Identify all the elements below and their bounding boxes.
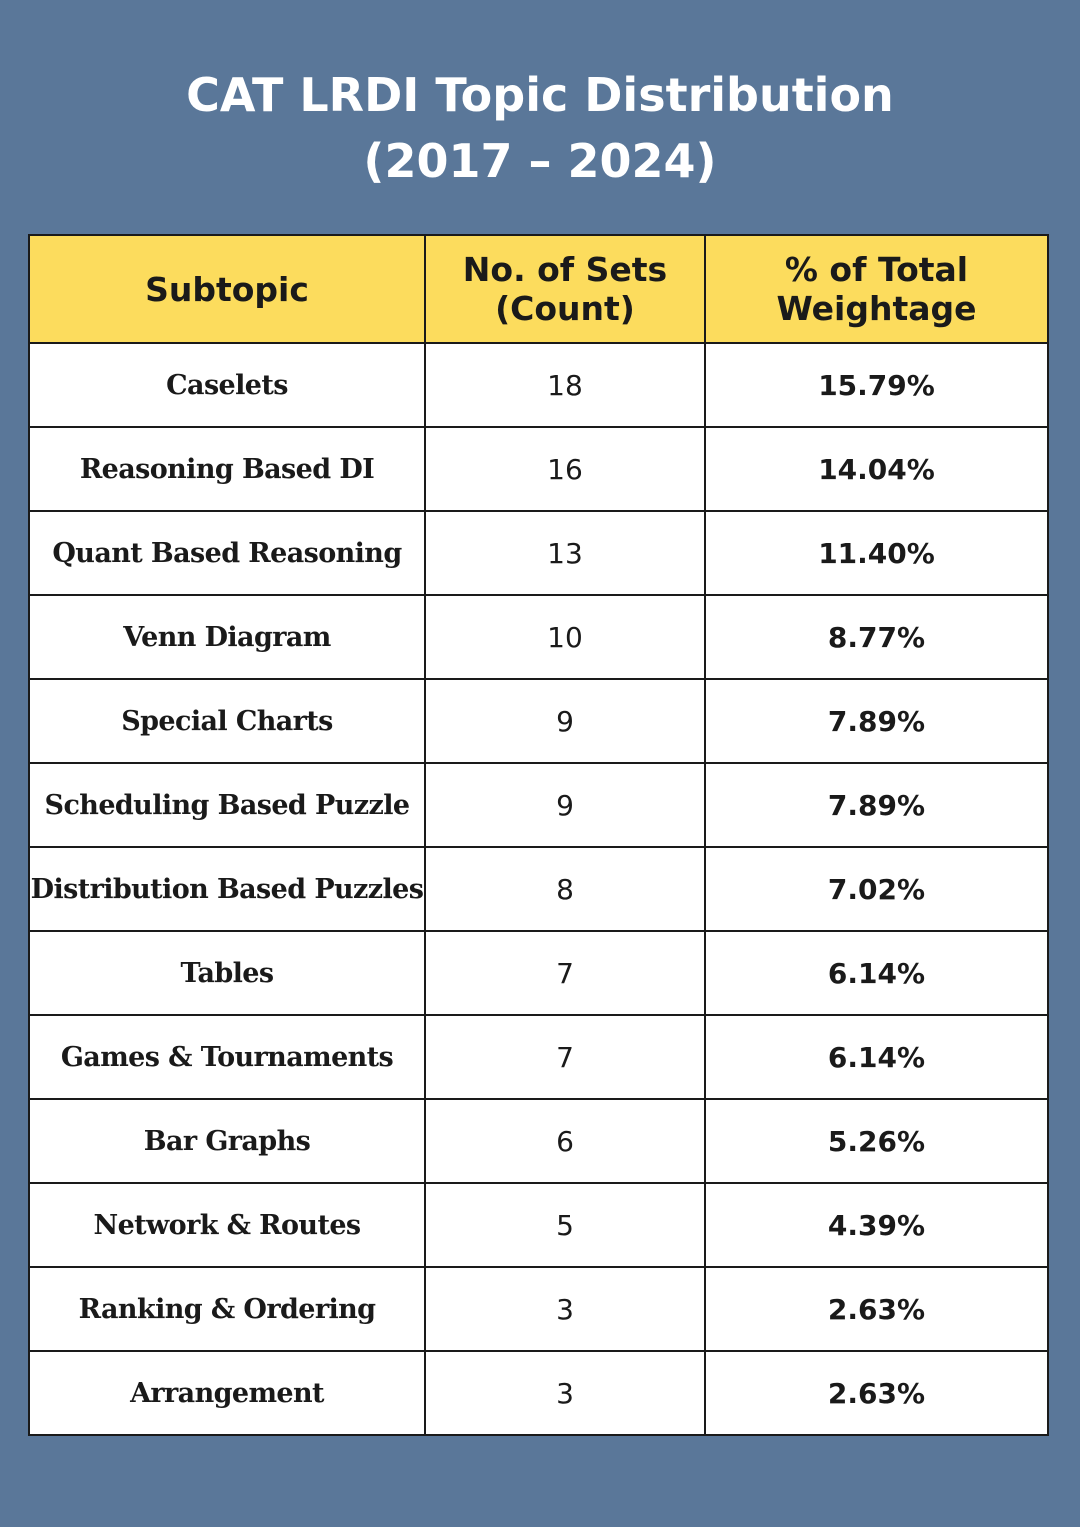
header-count-line1: No. of Sets bbox=[462, 250, 668, 289]
count-cell: 7 bbox=[424, 930, 706, 1016]
subtopic-cell: Tables bbox=[28, 930, 426, 1016]
header-weightage-line2: Weightage bbox=[776, 289, 977, 328]
subtopic-cell: Venn Diagram bbox=[28, 594, 426, 680]
subtopic-cell: Special Charts bbox=[28, 678, 426, 764]
header-count: No. of Sets (Count) bbox=[424, 234, 706, 344]
weightage-cell: 7.02% bbox=[704, 846, 1049, 932]
table-row: Tables 7 6.14% bbox=[28, 930, 1049, 1016]
weightage-cell: 2.63% bbox=[704, 1350, 1049, 1436]
count-cell: 9 bbox=[424, 762, 706, 848]
table-row: Venn Diagram 10 8.77% bbox=[28, 594, 1049, 680]
weightage-cell: 8.77% bbox=[704, 594, 1049, 680]
count-cell: 8 bbox=[424, 846, 706, 932]
subtopic-cell: Quant Based Reasoning bbox=[28, 510, 426, 596]
subtopic-cell: Distribution Based Puzzles bbox=[28, 846, 426, 932]
weightage-cell: 4.39% bbox=[704, 1182, 1049, 1268]
table-body: Caselets 18 15.79% Reasoning Based DI 16 14.0… bbox=[28, 342, 1049, 1436]
table-header-row: Subtopic No. of Sets (Count) % of Total … bbox=[28, 234, 1049, 344]
table-row: Scheduling Based Puzzle 9 7.89% bbox=[28, 762, 1049, 848]
table-row: Ranking & Ordering 3 2.63% bbox=[28, 1266, 1049, 1352]
title-line-2: (2017 – 2024) bbox=[363, 134, 717, 188]
subtopic-cell: Games & Tournaments bbox=[28, 1014, 426, 1100]
weightage-cell: 11.40% bbox=[704, 510, 1049, 596]
count-cell: 13 bbox=[424, 510, 706, 596]
count-cell: 7 bbox=[424, 1014, 706, 1100]
table-row: Bar Graphs 6 5.26% bbox=[28, 1098, 1049, 1184]
header-count-line2: (Count) bbox=[495, 289, 635, 328]
count-cell: 5 bbox=[424, 1182, 706, 1268]
weightage-cell: 14.04% bbox=[704, 426, 1049, 512]
table-row: Distribution Based Puzzles 8 7.02% bbox=[28, 846, 1049, 932]
topic-distribution-table: Subtopic No. of Sets (Count) % of Total … bbox=[28, 234, 1049, 1436]
table-row: Arrangement 3 2.63% bbox=[28, 1350, 1049, 1436]
subtopic-cell: Scheduling Based Puzzle bbox=[28, 762, 426, 848]
subtopic-cell: Ranking & Ordering bbox=[28, 1266, 426, 1352]
table-row: Network & Routes 5 4.39% bbox=[28, 1182, 1049, 1268]
weightage-cell: 5.26% bbox=[704, 1098, 1049, 1184]
weightage-cell: 2.63% bbox=[704, 1266, 1049, 1352]
table-row: Special Charts 9 7.89% bbox=[28, 678, 1049, 764]
count-cell: 10 bbox=[424, 594, 706, 680]
header-subtopic: Subtopic bbox=[28, 234, 426, 344]
weightage-cell: 7.89% bbox=[704, 678, 1049, 764]
subtopic-cell: Reasoning Based DI bbox=[28, 426, 426, 512]
count-cell: 18 bbox=[424, 342, 706, 428]
table-row: Games & Tournaments 7 6.14% bbox=[28, 1014, 1049, 1100]
weightage-cell: 7.89% bbox=[704, 762, 1049, 848]
table-row: Quant Based Reasoning 13 11.40% bbox=[28, 510, 1049, 596]
count-cell: 3 bbox=[424, 1266, 706, 1352]
weightage-cell: 6.14% bbox=[704, 930, 1049, 1016]
weightage-cell: 15.79% bbox=[704, 342, 1049, 428]
count-cell: 6 bbox=[424, 1098, 706, 1184]
header-weightage-line1: % of Total bbox=[784, 250, 969, 289]
subtopic-cell: Network & Routes bbox=[28, 1182, 426, 1268]
subtopic-cell: Caselets bbox=[28, 342, 426, 428]
subtopic-cell: Arrangement bbox=[28, 1350, 426, 1436]
table-row: Caselets 18 15.79% bbox=[28, 342, 1049, 428]
count-cell: 9 bbox=[424, 678, 706, 764]
title-line-1: CAT LRDI Topic Distribution bbox=[186, 68, 894, 122]
count-cell: 3 bbox=[424, 1350, 706, 1436]
weightage-cell: 6.14% bbox=[704, 1014, 1049, 1100]
count-cell: 16 bbox=[424, 426, 706, 512]
table-row: Reasoning Based DI 16 14.04% bbox=[28, 426, 1049, 512]
header-weightage: % of Total Weightage bbox=[704, 234, 1049, 344]
header-subtopic-label: Subtopic bbox=[145, 269, 309, 309]
subtopic-cell: Bar Graphs bbox=[28, 1098, 426, 1184]
page-title: CAT LRDI Topic Distribution (2017 – 2024… bbox=[0, 62, 1080, 194]
